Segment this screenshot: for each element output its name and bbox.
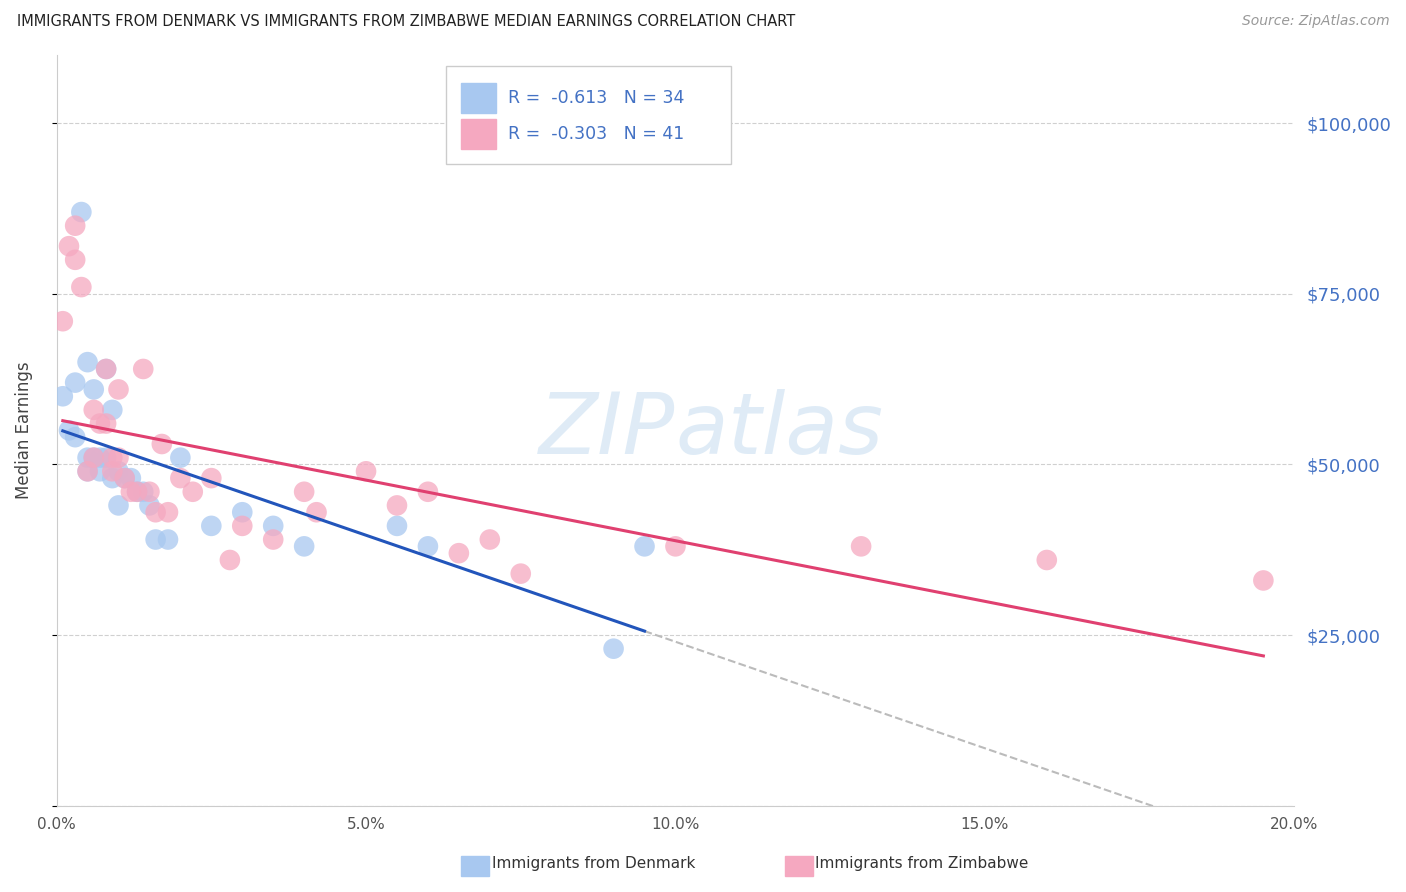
- Text: Source: ZipAtlas.com: Source: ZipAtlas.com: [1241, 14, 1389, 29]
- Point: [101, 464, 124, 478]
- Point: [200, 519, 222, 533]
- Point: [416, 539, 439, 553]
- Point: [63, 376, 86, 390]
- Point: [1253, 574, 1275, 588]
- Point: [94, 362, 117, 376]
- Point: [58, 423, 80, 437]
- Point: [76, 450, 98, 465]
- Point: [52, 314, 75, 328]
- Point: [63, 252, 86, 267]
- Point: [145, 533, 167, 547]
- Text: Immigrants from Zimbabwe: Immigrants from Zimbabwe: [815, 856, 1029, 871]
- Point: [664, 539, 686, 553]
- Point: [63, 219, 86, 233]
- Point: [107, 499, 129, 513]
- Point: [70, 205, 93, 219]
- Point: [169, 471, 191, 485]
- Point: [107, 383, 129, 397]
- Text: Immigrants from Denmark: Immigrants from Denmark: [492, 856, 696, 871]
- Point: [89, 464, 111, 478]
- Point: [138, 484, 160, 499]
- Point: [305, 505, 328, 519]
- Text: ZIP: ZIP: [540, 389, 675, 472]
- Point: [156, 505, 179, 519]
- Text: R =  -0.613   N = 34: R = -0.613 N = 34: [509, 89, 685, 107]
- Point: [200, 471, 222, 485]
- Point: [89, 417, 111, 431]
- Point: [101, 471, 124, 485]
- Point: [107, 450, 129, 465]
- Point: [262, 519, 284, 533]
- Bar: [461, 83, 496, 113]
- Point: [292, 484, 315, 499]
- Point: [385, 519, 408, 533]
- Point: [478, 533, 501, 547]
- Point: [83, 403, 105, 417]
- Point: [94, 450, 117, 465]
- Point: [83, 450, 105, 465]
- Text: atlas: atlas: [675, 389, 883, 472]
- Point: [354, 464, 377, 478]
- Point: [107, 464, 129, 478]
- Point: [219, 553, 242, 567]
- Point: [114, 471, 136, 485]
- Point: [447, 546, 470, 560]
- Point: [1036, 553, 1059, 567]
- Point: [156, 533, 179, 547]
- Point: [602, 641, 624, 656]
- Point: [83, 383, 105, 397]
- Point: [120, 484, 142, 499]
- Point: [70, 280, 93, 294]
- Point: [83, 450, 105, 465]
- Point: [63, 430, 86, 444]
- Point: [633, 539, 655, 553]
- Point: [145, 505, 167, 519]
- Point: [120, 471, 142, 485]
- Y-axis label: Median Earnings: Median Earnings: [15, 361, 32, 500]
- Text: R =  -0.303   N = 41: R = -0.303 N = 41: [509, 125, 685, 143]
- Point: [138, 499, 160, 513]
- Point: [76, 464, 98, 478]
- Point: [94, 417, 117, 431]
- Point: [416, 484, 439, 499]
- Point: [132, 484, 155, 499]
- Point: [76, 355, 98, 369]
- Point: [849, 539, 872, 553]
- Point: [89, 450, 111, 465]
- Point: [231, 519, 253, 533]
- Point: [150, 437, 173, 451]
- Point: [509, 566, 531, 581]
- Point: [114, 471, 136, 485]
- Point: [101, 450, 124, 465]
- Bar: [461, 119, 496, 149]
- Point: [292, 539, 315, 553]
- Text: IMMIGRANTS FROM DENMARK VS IMMIGRANTS FROM ZIMBABWE MEDIAN EARNINGS CORRELATION : IMMIGRANTS FROM DENMARK VS IMMIGRANTS FR…: [17, 14, 796, 29]
- Point: [52, 389, 75, 403]
- Point: [58, 239, 80, 253]
- Point: [181, 484, 204, 499]
- Point: [231, 505, 253, 519]
- Point: [125, 484, 148, 499]
- Point: [262, 533, 284, 547]
- Point: [125, 484, 148, 499]
- Point: [169, 450, 191, 465]
- Point: [94, 362, 117, 376]
- Point: [101, 403, 124, 417]
- Point: [385, 499, 408, 513]
- Point: [76, 464, 98, 478]
- Point: [132, 362, 155, 376]
- FancyBboxPatch shape: [447, 66, 731, 164]
